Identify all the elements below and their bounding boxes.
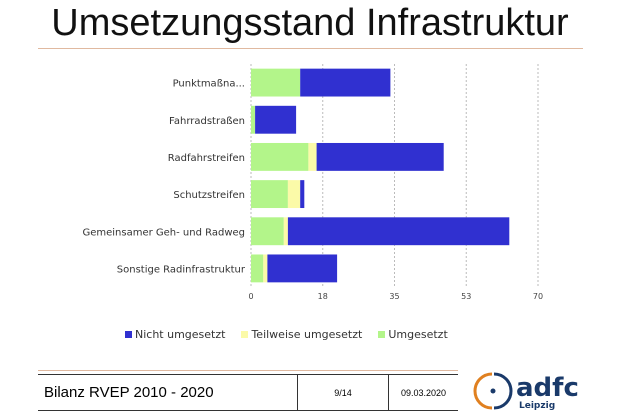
bar-segment [287, 217, 510, 246]
x-tick-label: 70 [533, 292, 543, 301]
slide-title: Umsetzungsstand Infrastruktur [51, 2, 569, 44]
bar-segment [300, 180, 305, 209]
logo-text: adfc [516, 373, 579, 403]
category-label: Sonstige Radinfrastruktur [117, 264, 246, 275]
category-label: Fahrradstraßen [169, 116, 245, 127]
legend-swatch [241, 331, 249, 338]
legend-item: Nicht umgesetzt [125, 328, 225, 341]
adfc-logo: adfc Leipzig [473, 372, 579, 411]
bar-segment [267, 254, 338, 283]
page-number: 9/14 [298, 375, 389, 410]
bar-segment [251, 254, 264, 283]
legend-swatch [125, 331, 132, 338]
bar-segment [287, 180, 301, 209]
bar-segment [300, 68, 391, 97]
legend-label: Nicht umgesetzt [135, 328, 226, 341]
category-label: Schutzstreifen [173, 190, 245, 201]
category-label: Punktmaßna... [173, 79, 245, 90]
bar-segment [251, 105, 256, 134]
legend: Nicht umgesetzt Teilweise umgesetzt Umgese… [125, 328, 448, 341]
category-label: Gemeinsamer Geh- und Radweg [82, 227, 245, 238]
legend-label: Teilweise umgesetzt [251, 328, 363, 341]
logo-city: Leipzig [519, 401, 555, 411]
bar-segment [251, 217, 284, 246]
x-tick-label: 18 [318, 292, 328, 301]
bar-segment [308, 142, 317, 171]
x-tick-label: 35 [389, 292, 399, 301]
legend-item: Teilweise umgesetzt [241, 328, 362, 341]
footer: Bilanz RVEP 2010 - 2020 9/14 09.03.2020 [38, 374, 458, 411]
bar-segment [263, 254, 268, 283]
footer-title: Bilanz RVEP 2010 - 2020 [38, 375, 298, 410]
legend-item: Umgesetzt [378, 328, 448, 341]
x-tick-label: 53 [461, 292, 471, 301]
x-tick-label: 0 [248, 292, 253, 301]
bar-segment [316, 142, 444, 171]
legend-swatch [378, 331, 386, 338]
bar-segment [251, 142, 309, 171]
bar-segment [251, 68, 301, 97]
bar-chart: 0 18 35 53 70 Punktmaßna... Fahrradstraßen Radf… [82, 64, 543, 301]
divider [38, 370, 458, 371]
bar-segment [251, 180, 288, 209]
bar-segment [255, 105, 297, 134]
category-label: Radfahrstreifen [168, 153, 245, 164]
legend-label: Umgesetzt [388, 328, 448, 341]
bar-segment [283, 217, 288, 246]
footer-date: 09.03.2020 [400, 387, 447, 398]
divider [38, 48, 583, 49]
